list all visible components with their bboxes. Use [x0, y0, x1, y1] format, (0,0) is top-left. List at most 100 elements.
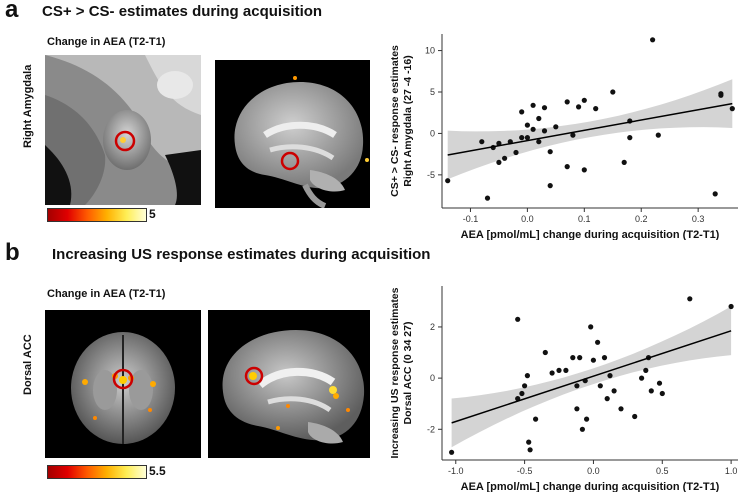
chart0-data-point — [729, 106, 735, 112]
chart0-data-point — [564, 99, 570, 105]
panel-a-scatter-chart: -0.1 0.0 0.1 0.2 0.3 -5 0 5 10 AEA [pmol/mL] chan… — [389, 34, 738, 240]
panel-b-sagittal-brain-image — [208, 310, 370, 458]
chart1-data-point — [570, 355, 576, 361]
chart1-x-tick-label: 0.5 — [656, 466, 669, 476]
chart1-data-point — [527, 447, 533, 453]
chart1-data-point — [643, 367, 649, 373]
chart1-x-tick-label: -1.0 — [448, 466, 464, 476]
chart1-x-tick-label: 1.0 — [725, 466, 738, 476]
chart1-data-point — [687, 296, 693, 302]
panel-a-colorbar-max: 5 — [149, 207, 156, 221]
chart1-fit-line — [451, 330, 732, 424]
chart0-y-tick-label: 0 — [430, 128, 435, 138]
chart1-data-point — [607, 373, 613, 379]
chart1-data-point — [515, 396, 521, 402]
panel-b-letter: b — [5, 239, 20, 266]
panel-b-colorbar — [47, 465, 147, 479]
chart1-data-point — [618, 406, 624, 412]
chart1-data-point — [526, 439, 532, 445]
chart0-x-tick-label: 0.3 — [692, 214, 705, 224]
chart1-x-tick-label: -0.5 — [517, 466, 533, 476]
chart1-data-point — [524, 373, 530, 379]
chart0-x-tick-label: 0.2 — [635, 214, 648, 224]
chart0-data-point — [524, 135, 530, 141]
chart0-x-tick-label: -0.1 — [463, 214, 479, 224]
chart0-data-point — [536, 139, 542, 145]
chart1-data-point — [611, 388, 617, 394]
panel-b-scatter-chart: -1.0 -0.5 0.0 0.5 1.0 -2 0 2 AEA [pmol/mL] chang… — [389, 286, 738, 492]
chart0-data-point — [524, 122, 530, 128]
panel-b-sagittal-roi-circle — [244, 366, 264, 386]
chart1-data-point — [656, 380, 663, 386]
chart0-data-point — [484, 195, 491, 201]
chart0-y-tick-label: 5 — [430, 87, 435, 97]
chart1-y-axis-label-line: Increasing US response estimates — [389, 287, 401, 458]
chart0-y-axis-label-line: CS+ > CS- response estimates — [389, 45, 401, 197]
chart1-data-point — [584, 416, 590, 422]
chart1-y-tick-label: -2 — [427, 424, 435, 434]
chart1-data-point — [542, 349, 548, 356]
chart1-data-point — [563, 367, 569, 373]
chart1-data-point — [588, 324, 594, 330]
chart0-data-point — [564, 164, 570, 170]
chart0-data-point — [496, 159, 502, 165]
chart0-data-point — [627, 135, 633, 141]
panel-b-caption: Change in AEA (T2-T1) — [47, 288, 166, 300]
panel-b-region-label: Dorsal ACC — [22, 334, 34, 395]
chart1-data-point — [601, 355, 608, 361]
chart0-data-point — [547, 149, 553, 155]
chart0-data-point — [519, 135, 525, 141]
chart0-data-point — [610, 89, 616, 95]
panel-b-colorbar-max: 5.5 — [149, 464, 166, 478]
panel-a-sagittal-brain-image — [215, 60, 370, 208]
chart0-data-point — [655, 132, 661, 138]
chart1-data-point — [648, 388, 654, 394]
chart1-data-point — [597, 383, 603, 389]
chart0-data-point — [581, 167, 587, 173]
chart0-data-point — [445, 178, 451, 184]
chart0-data-point — [536, 115, 542, 122]
chart0-y-axis-label-line: Right Amygdala (27 -4 -16) — [402, 55, 414, 186]
chart0-data-point — [479, 139, 485, 145]
chart0-data-point — [576, 104, 582, 110]
chart0-data-point — [650, 37, 656, 43]
chart1-data-point — [577, 355, 583, 361]
chart1-data-point — [556, 367, 562, 373]
panel-a-colorbar — [47, 208, 147, 222]
panel-a-letter: a — [5, 0, 19, 23]
chart1-y-tick-label: 0 — [430, 373, 435, 383]
chart1-data-point — [522, 383, 528, 389]
chart0-data-point — [553, 124, 559, 130]
chart1-data-point — [515, 316, 521, 322]
chart1-x-axis-label: AEA [pmol/mL] change during acquisition … — [461, 481, 720, 492]
chart1-data-point — [639, 375, 645, 381]
chart0-data-point — [718, 92, 724, 98]
chart1-data-point — [449, 449, 455, 455]
chart1-data-point — [519, 390, 525, 397]
panel-a-caption: Change in AEA (T2-T1) — [47, 36, 166, 48]
panel-a-sagittal-roi-circle — [280, 151, 300, 171]
chart0-data-point — [496, 140, 502, 146]
chart0-data-point — [593, 106, 599, 112]
chart1-data-point — [574, 406, 580, 412]
chart1-y-tick-label: 2 — [430, 322, 435, 332]
chart1-data-point — [579, 426, 585, 432]
panel-a-coronal-brain-image — [45, 55, 201, 205]
chart0-data-point — [530, 102, 536, 108]
chart0-data-point — [712, 191, 718, 197]
chart0-data-point — [541, 128, 548, 134]
chart0-data-point — [570, 132, 576, 138]
panel-a-region-label: Right Amygdala — [22, 64, 34, 148]
chart1-data-point — [549, 370, 555, 376]
chart0-x-axis-label: AEA [pmol/mL] change during acquisition … — [461, 229, 720, 240]
chart1-data-point — [632, 413, 638, 420]
panel-b-title: Increasing US response estimates during … — [52, 246, 431, 263]
chart1-y-axis-label-line: Dorsal ACC (0 34 27) — [402, 322, 414, 425]
panel-a-title: CS+ > CS- estimates during acquisition — [42, 3, 323, 20]
chart1-data-point — [659, 390, 665, 397]
chart0-data-point — [547, 183, 553, 189]
chart0-x-tick-label: 0.1 — [578, 214, 591, 224]
panel-b-roi-circle — [112, 368, 134, 390]
chart0-data-point — [513, 149, 519, 156]
chart0-data-point — [519, 109, 525, 115]
